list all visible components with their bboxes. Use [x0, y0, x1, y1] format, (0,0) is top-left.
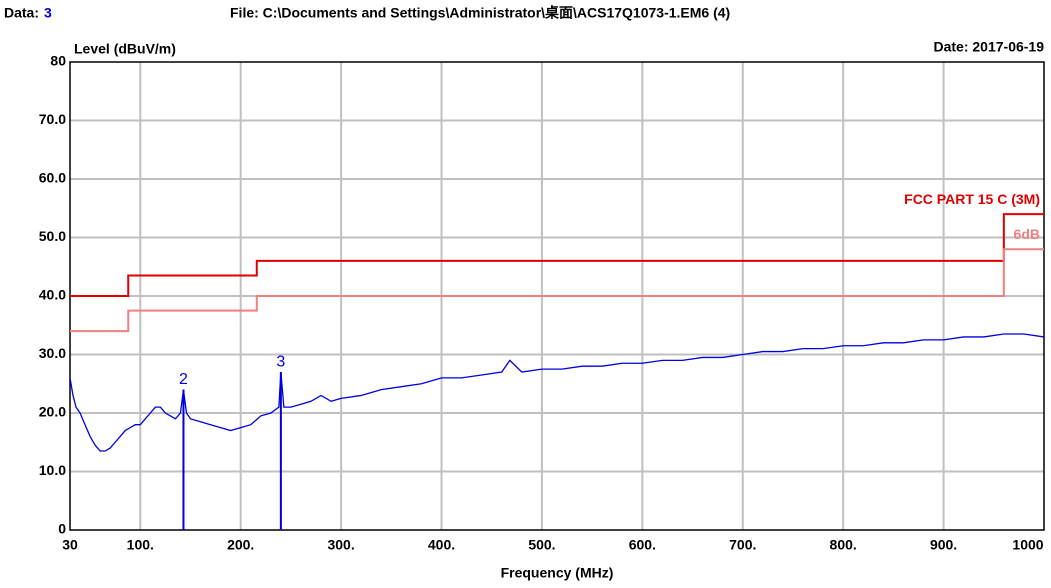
y-tick-label: 40.0	[39, 287, 66, 303]
marker-label: 3	[276, 353, 285, 370]
x-tick-label: 400.	[428, 537, 455, 553]
y-axis-label: Level (dBuV/m)	[74, 41, 176, 57]
x-tick-label: 300.	[327, 537, 354, 553]
x-tick-label: 800.	[830, 537, 857, 553]
x-tick-label: 500.	[528, 537, 555, 553]
file-name: File: C:\Documents and Settings\Administ…	[230, 5, 730, 21]
data-number: 3	[44, 5, 52, 21]
y-tick-label: 50.0	[39, 228, 66, 244]
x-tick-label: 30	[62, 537, 78, 553]
y-tick-label: 20.0	[39, 404, 66, 420]
legend-label: 6dB	[1014, 226, 1040, 242]
marker-label: 2	[179, 371, 188, 388]
x-tick-label: 100.	[127, 537, 154, 553]
x-tick-label: 200.	[227, 537, 254, 553]
y-tick-label: 0	[58, 521, 66, 537]
y-tick-label: 70.0	[39, 111, 66, 127]
y-tick-label: 10.0	[39, 462, 66, 478]
data-label: Data:	[4, 5, 39, 21]
series-line	[70, 248, 1044, 333]
date: Date: 2017-06-19	[933, 39, 1044, 55]
x-axis-label: Frequency (MHz)	[501, 565, 614, 581]
y-tick-label: 80	[50, 53, 66, 69]
x-tick-label: 900.	[930, 537, 957, 553]
y-tick-label: 30.0	[39, 345, 66, 361]
series-line	[70, 213, 1044, 297]
legend-label: FCC PART 15 C (3M)	[904, 191, 1040, 207]
series-line	[69, 333, 1045, 452]
y-tick-label: 60.0	[39, 170, 66, 186]
x-tick-label: 1000	[1012, 537, 1043, 553]
x-tick-label: 600.	[629, 537, 656, 553]
x-tick-label: 700.	[729, 537, 756, 553]
